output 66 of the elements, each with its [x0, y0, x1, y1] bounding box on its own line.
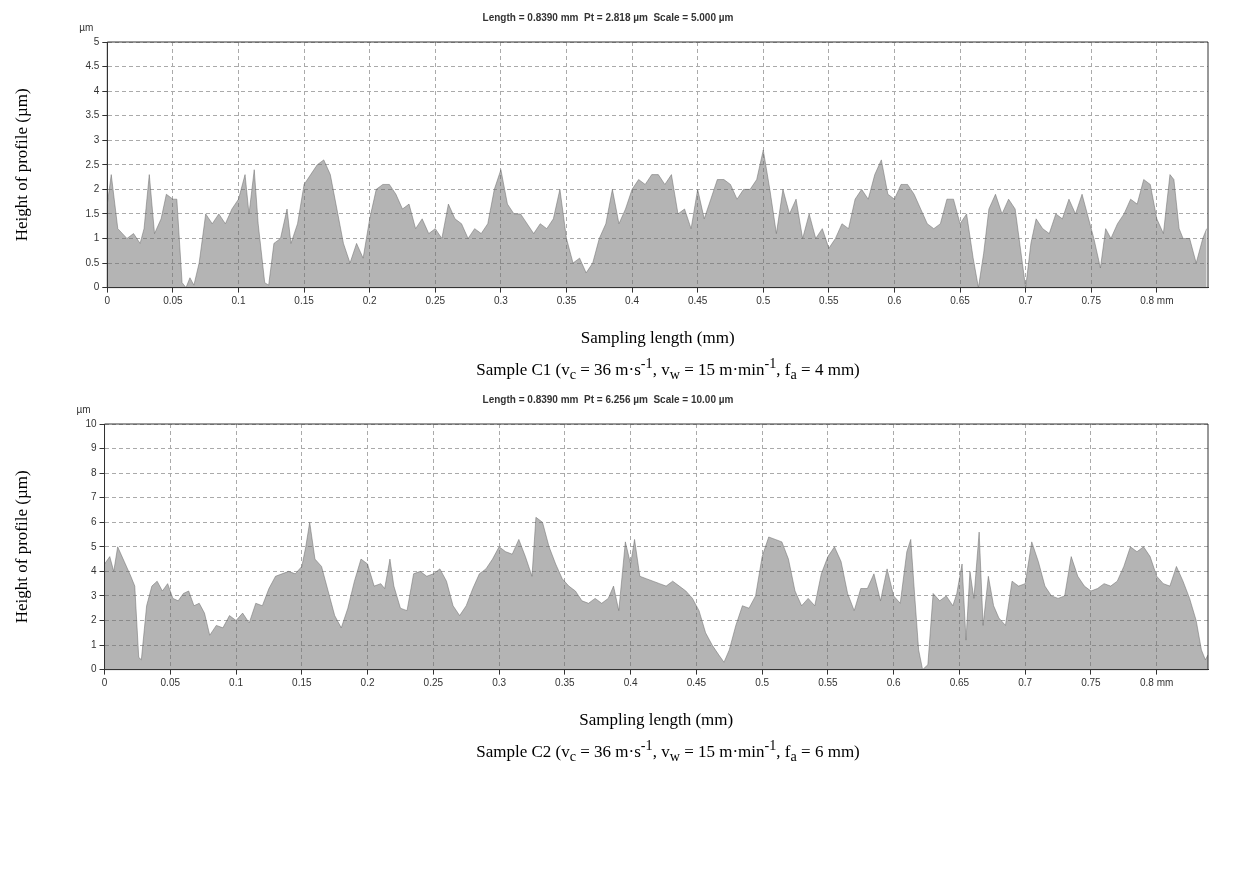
- y-tick-label: 1.5: [85, 207, 100, 219]
- y-tick-label: 2: [90, 614, 97, 626]
- y-tick-label: 1: [90, 638, 97, 650]
- x-tick-label: 0.7: [1018, 295, 1034, 307]
- x-tick-label: 0.2: [362, 295, 378, 307]
- x-tick-label: 0.15: [294, 295, 315, 307]
- y-tick-label: 9: [90, 442, 97, 454]
- text: Sample C2 (v$_{c}$ = 36 m·s$^{-1}$, v$_{w}$ = 15 m·min$^{-1}$, f$_{a}$ = 6 mm): [476, 737, 860, 765]
- y-tick-label: 6: [90, 516, 97, 528]
- x-tick-label: 0.35: [556, 295, 577, 307]
- x-tick-label: 0.4: [625, 295, 640, 307]
- x-tick-label: 0.35: [555, 677, 576, 689]
- x-tick-label: 0: [104, 295, 111, 307]
- x-tick-label: 0.3: [493, 295, 509, 307]
- y-axis-title: Height of profile (µm): [11, 88, 31, 242]
- chart-title: Length = 0.8390 mm Pt = 2.818 µm Scale = 5.000 µm: [482, 11, 734, 23]
- x-tick-label: 0.7: [1018, 677, 1033, 689]
- x-tick-label: 0.5: [755, 677, 770, 689]
- y-tick-label: 8: [90, 466, 97, 478]
- x-tick-label: 0.2: [360, 677, 375, 689]
- x-tick-label: 0.3: [492, 677, 507, 689]
- x-tick-label: 0.45: [687, 295, 708, 307]
- x-tick-label: 0.15: [292, 677, 312, 689]
- x-tick-label: 0.65: [949, 677, 970, 689]
- text: Sample C1 (v$_{c}$ = 36 m·s$^{-1}$, v$_{w}$ = 15 m·min$^{-1}$, f$_{a}$ = 4 mm): [476, 355, 860, 383]
- x-tick-label: 0.05: [160, 677, 181, 689]
- y-tick-label: 4: [93, 84, 100, 96]
- x-tick-label: 0.65: [950, 295, 971, 307]
- x-tick-label: 0.75: [1081, 295, 1102, 307]
- y-tick-label: 2.5: [85, 158, 100, 170]
- y-axis-title: Height of profile (µm): [11, 470, 31, 624]
- y-tick-label: 0.5: [85, 256, 100, 268]
- y-tick-label: 10: [85, 417, 97, 429]
- x-tick-label: 0: [101, 677, 108, 689]
- y-tick-label: 0: [93, 281, 100, 293]
- y-tick-label: 3: [93, 133, 100, 145]
- x-tick-label: 0.05: [163, 295, 184, 307]
- x-tick-label: 0.55: [818, 677, 839, 689]
- x-tick-label: 0.8 mm: [1140, 295, 1174, 307]
- x-tick-label: 0.8 mm: [1140, 677, 1174, 689]
- y-tick-label: 7: [90, 491, 97, 503]
- x-tick-label: 0.45: [686, 677, 707, 689]
- y-tick-label: 2: [93, 183, 100, 195]
- y-tick-label: 3.5: [85, 109, 100, 121]
- y-tick-label: 5: [93, 35, 100, 47]
- x-tick-label: 0.6: [886, 677, 902, 689]
- x-tick-label: 0.75: [1081, 677, 1102, 689]
- text: µm: [76, 403, 91, 415]
- x-tick-label: 0.1: [231, 295, 246, 307]
- x-tick-label: 0.25: [425, 295, 446, 307]
- y-tick-label: 5: [90, 540, 97, 552]
- y-tick-label: 4: [90, 565, 97, 577]
- x-tick-label: 0.5: [756, 295, 771, 307]
- x-tick-label: 0.6: [887, 295, 902, 307]
- x-tick-label: 0.1: [229, 677, 244, 689]
- x-tick-label: 0.25: [423, 677, 444, 689]
- text: µm: [79, 21, 94, 33]
- x-tick-label: 0.55: [819, 295, 840, 307]
- y-tick-label: 3: [90, 589, 97, 601]
- x-tick-label: 0.4: [623, 677, 638, 689]
- y-tick-label: 0: [90, 663, 97, 675]
- x-axis-title: Sampling length (mm): [580, 328, 735, 348]
- chart-title: Length = 0.8390 mm Pt = 6.256 µm Scale = 10.00 µm: [482, 393, 734, 405]
- y-tick-label: 1: [93, 232, 100, 244]
- x-axis-title: Sampling length (mm): [579, 710, 734, 730]
- y-tick-label: 4.5: [85, 60, 100, 72]
